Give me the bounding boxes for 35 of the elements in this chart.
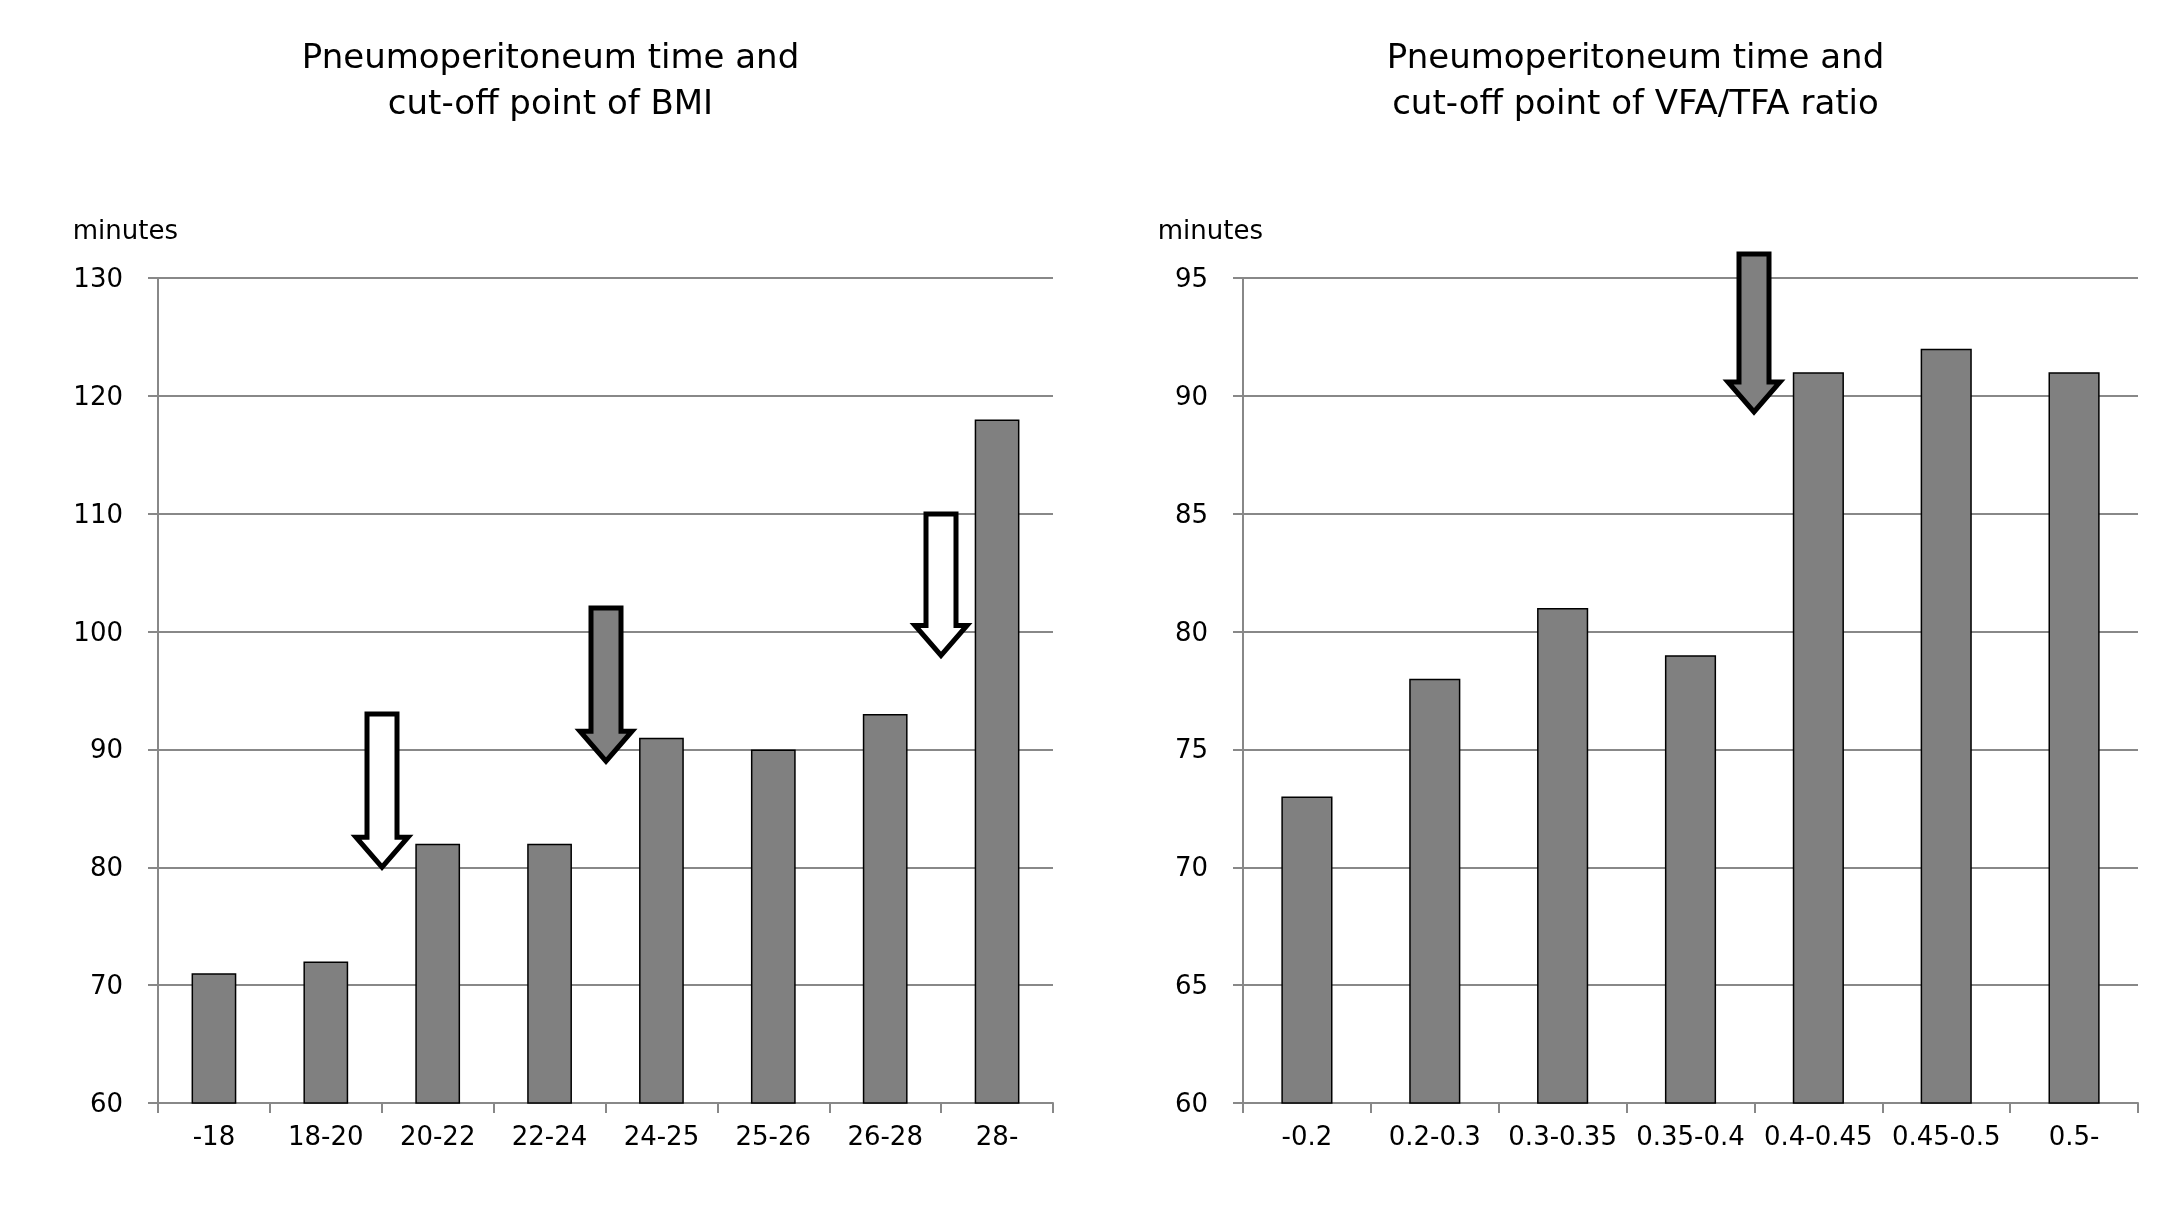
- y-tick-label: 90: [89, 734, 123, 765]
- y-tick-label: 60: [1174, 1088, 1208, 1118]
- y-tick-label: 110: [73, 498, 123, 529]
- x-tick-label: 22-24: [511, 1121, 588, 1151]
- y-tick-label: 90: [1174, 380, 1208, 411]
- chart-title: Pneumoperitoneum time and cut-off point of VFA/TFA ratio: [1386, 36, 1885, 122]
- y-axis-title: minutes: [1157, 215, 1263, 245]
- y-tick-label: 80: [1174, 616, 1208, 647]
- x-tick-label: 0.2-0.3: [1388, 1121, 1481, 1151]
- x-tick-label: 0.5-: [2048, 1121, 2100, 1151]
- x-tick-label: -18: [192, 1121, 236, 1151]
- x-tick-label: 24-25: [623, 1121, 700, 1151]
- y-tick-label: 70: [89, 970, 123, 1001]
- y-tick-label: 85: [1174, 498, 1208, 529]
- x-tick-label: 18-20: [288, 1121, 364, 1151]
- y-tick-label: 60: [89, 1088, 123, 1118]
- y-tick-label: 80: [89, 852, 123, 883]
- x-tick-label: 26-28: [847, 1121, 923, 1151]
- x-tick-label: 0.35-0.4: [1636, 1121, 1745, 1151]
- y-axis-title: minutes: [72, 215, 178, 245]
- x-tick-label: 28-: [975, 1121, 1019, 1151]
- x-tick-label: -0.2: [1281, 1121, 1333, 1151]
- y-tick-label: 95: [1174, 263, 1208, 293]
- x-tick-label: 0.45-0.5: [1891, 1121, 2001, 1151]
- chart-title: Pneumoperitoneum time and cut-off point of BMI: [301, 36, 800, 122]
- y-tick-label: 100: [73, 616, 123, 647]
- y-tick-label: 120: [73, 380, 123, 411]
- y-tick-label: 75: [1174, 734, 1208, 765]
- x-tick-label: 0.3-0.35: [1508, 1121, 1617, 1151]
- y-tick-label: 65: [1174, 970, 1208, 1001]
- y-tick-label: 70: [1174, 852, 1208, 883]
- x-tick-label: 20-22: [399, 1121, 476, 1151]
- y-tick-label: 130: [73, 263, 123, 293]
- x-tick-label: 0.4-0.45: [1764, 1121, 1873, 1151]
- x-tick-label: 25-26: [735, 1121, 812, 1151]
